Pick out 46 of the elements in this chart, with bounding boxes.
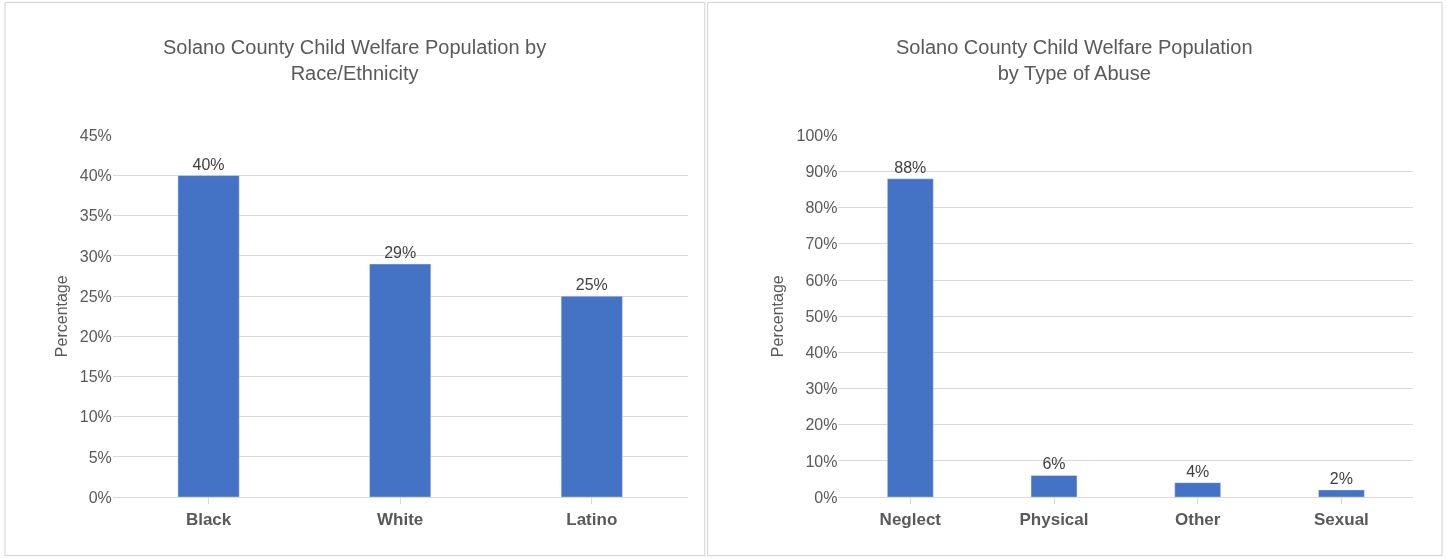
y-tick-label: 90% <box>805 163 838 181</box>
x-tick-label: White <box>377 509 424 529</box>
data-label: 2% <box>1329 469 1353 487</box>
y-tick-label: 50% <box>805 307 838 325</box>
y-tick-label: 10% <box>79 408 112 426</box>
y-tick-label: 40% <box>805 344 838 362</box>
x-tick-label: Other <box>1175 509 1221 529</box>
y-tick-label: 100% <box>796 126 838 144</box>
chart-title: Solano County Child Welfare Population by Race/Ethnicity <box>163 36 547 84</box>
y-tick-label: 0% <box>88 488 112 506</box>
x-tick-label: Sexual <box>1314 509 1369 529</box>
y-tick-label: 10% <box>805 452 838 470</box>
y-tick-label: 35% <box>79 207 112 225</box>
x-tick-label: Neglect <box>879 509 942 529</box>
y-tick-label: 5% <box>88 448 112 466</box>
x-tick-label: Black <box>185 509 232 529</box>
data-label: 29% <box>384 243 417 261</box>
x-tick-label: Physical <box>1019 509 1089 529</box>
bar <box>1030 475 1078 498</box>
x-tick-label: Latino <box>566 509 618 529</box>
bar <box>560 295 623 498</box>
y-tick-label: 25% <box>79 287 112 305</box>
y-tick-label: 70% <box>805 235 838 253</box>
y-tick-label: 20% <box>79 327 112 345</box>
bar <box>177 175 240 498</box>
y-axis-title: Percentage <box>769 275 787 358</box>
data-label: 4% <box>1186 462 1210 480</box>
bar <box>1174 482 1221 498</box>
y-tick-label: 15% <box>79 368 112 386</box>
y-tick-label: 30% <box>79 247 112 265</box>
y-tick-label: 20% <box>805 416 838 434</box>
y-tick-label: 80% <box>805 199 838 217</box>
data-label: 40% <box>192 155 225 173</box>
data-label: 25% <box>575 276 608 294</box>
bar <box>1318 489 1365 498</box>
y-tick-label: 40% <box>79 167 112 185</box>
data-label: 6% <box>1042 455 1066 473</box>
data-label: 88% <box>894 158 927 176</box>
bar <box>369 263 432 498</box>
bar <box>887 178 934 498</box>
y-tick-label: 0% <box>814 488 838 506</box>
y-tick-label: 60% <box>805 271 838 289</box>
y-tick-label: 45% <box>79 126 112 144</box>
chart-title: Solano County Child Welfare Population by Type of Abuse <box>896 36 1253 84</box>
y-tick-label: 30% <box>805 380 838 398</box>
y-axis-title: Percentage <box>52 275 70 358</box>
